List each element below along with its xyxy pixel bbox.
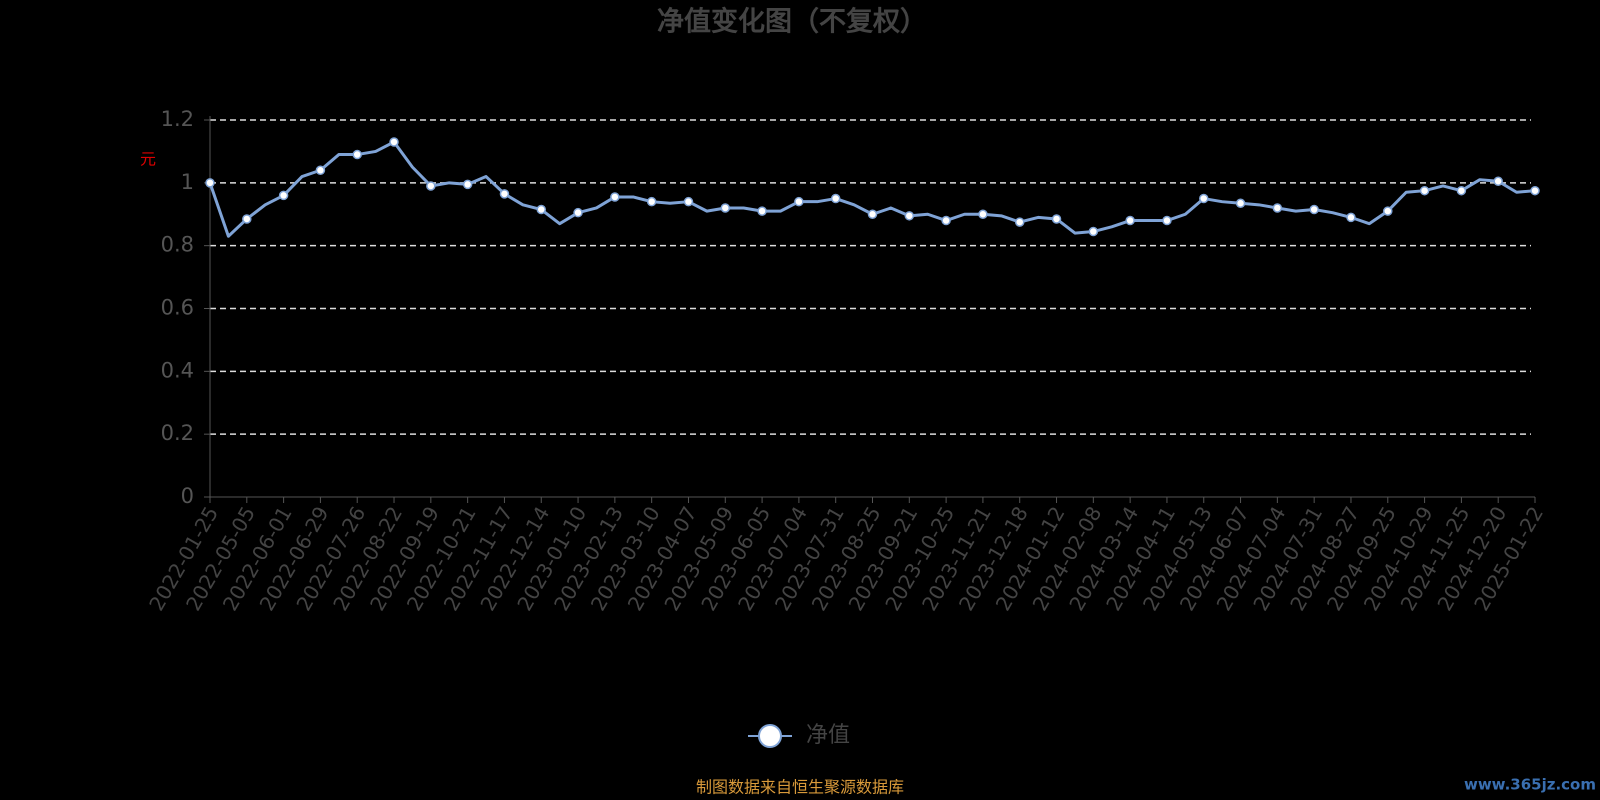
data-point (830, 193, 841, 204)
source-note: 制图数据来自恒生聚源数据库 (696, 778, 904, 797)
legend-marker (758, 724, 782, 748)
y-tick-label: 0.4 (161, 358, 194, 382)
data-point (315, 165, 326, 176)
legend-label: 净值 (806, 723, 850, 748)
data-point (978, 209, 988, 219)
y-tick-label: 0.8 (161, 233, 194, 257)
data-point (389, 137, 399, 147)
data-point (1493, 176, 1503, 187)
data-point (867, 209, 878, 219)
data-point (1051, 214, 1062, 224)
data-point (794, 196, 804, 207)
data-point (536, 204, 546, 215)
data-point (683, 196, 694, 207)
data-point (610, 192, 620, 202)
data-point (941, 215, 951, 226)
data-point (1383, 206, 1393, 216)
y-tick-label: 0.6 (161, 296, 194, 320)
data-point (278, 190, 289, 201)
data-point (1456, 185, 1467, 196)
data-point (1272, 203, 1283, 213)
data-point (1014, 217, 1025, 227)
data-point (462, 179, 473, 190)
y-axis-label: 元 (140, 150, 156, 169)
data-point (1419, 185, 1430, 196)
data-point (573, 207, 583, 218)
data-point (904, 211, 915, 221)
data-point (720, 203, 731, 213)
y-tick-label: 1.2 (161, 107, 194, 131)
data-point (242, 214, 252, 224)
data-point (1530, 185, 1540, 196)
data-point (205, 178, 215, 188)
data-point (646, 196, 657, 207)
data-point (499, 189, 510, 199)
data-point (1199, 193, 1209, 204)
y-tick-label: 0.2 (161, 421, 194, 445)
data-point (1235, 198, 1246, 209)
y-tick-label: 1 (181, 170, 194, 194)
y-tick-label: 0 (181, 484, 194, 508)
chart-title: 净值变化图（不复权） (657, 6, 927, 38)
data-point (1125, 215, 1135, 226)
data-point (1309, 204, 1319, 215)
data-point (1346, 212, 1356, 223)
watermark: www.365jz.com (1464, 776, 1596, 794)
data-point (1162, 215, 1172, 226)
data-point (1088, 226, 1099, 237)
data-point (352, 149, 362, 160)
data-point (757, 206, 767, 216)
data-point (426, 181, 436, 191)
